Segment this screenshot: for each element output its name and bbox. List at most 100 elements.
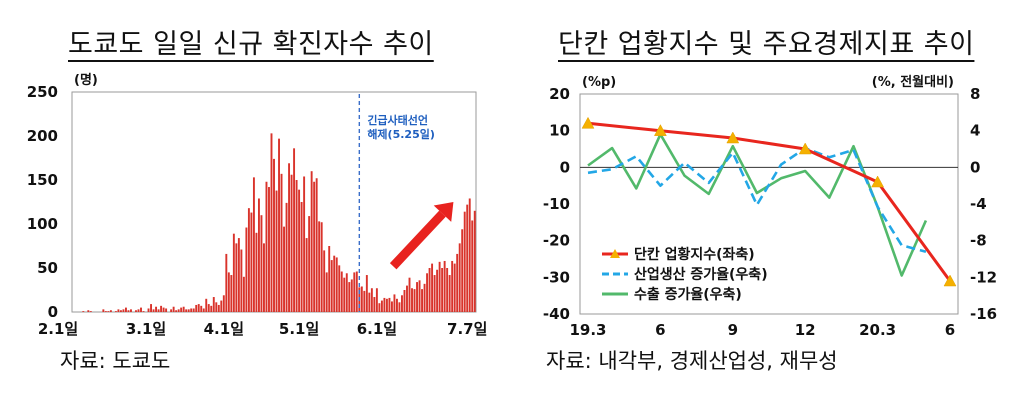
y-right-tick-label: -12	[970, 268, 997, 286]
bar	[416, 282, 418, 312]
y-tick-label: 50	[37, 259, 58, 277]
bar	[227, 272, 230, 312]
bar	[453, 263, 456, 312]
bar	[471, 220, 474, 312]
y-unit-label: (명)	[74, 72, 98, 88]
bar	[160, 305, 163, 312]
y-left-tick-label: -10	[543, 195, 570, 213]
y-left-tick-label: -20	[543, 232, 570, 250]
bar	[383, 297, 386, 312]
bar	[89, 311, 92, 312]
bar	[340, 271, 343, 312]
series-line	[587, 133, 928, 277]
bar	[162, 307, 165, 312]
bar	[421, 289, 424, 312]
bar	[283, 226, 285, 312]
bar	[82, 311, 85, 312]
bar	[140, 307, 142, 312]
bar	[345, 273, 348, 312]
bar	[217, 304, 220, 312]
bar	[431, 263, 434, 312]
bar	[458, 243, 461, 312]
bar	[255, 232, 258, 312]
bar	[461, 229, 464, 312]
y-left-tick-label: 0	[560, 158, 570, 176]
legend-marker	[610, 249, 620, 258]
y-right-tick-label: -8	[970, 232, 987, 250]
y-right-tick-label: -16	[970, 305, 997, 323]
x-tick-label: 9	[728, 321, 738, 339]
bar	[257, 198, 260, 312]
tankan-chart-panel: 단칸 업황지수 및 주요경제지표 추이 20 10 0 -10 -20 -30 -40 8 4 0…	[512, 0, 1024, 405]
x-tick-label: 4.1일	[204, 320, 244, 338]
bar	[335, 257, 338, 312]
bar	[210, 305, 213, 312]
bar	[104, 311, 107, 312]
bar	[247, 208, 250, 312]
bar	[200, 305, 203, 312]
bar	[360, 286, 363, 312]
bar	[348, 282, 351, 312]
bar	[137, 309, 140, 312]
bar	[157, 309, 160, 312]
x-tick-label: 3.1일	[126, 320, 166, 338]
bar	[288, 163, 291, 312]
annotation-line1: 긴급사태선언	[367, 113, 428, 127]
bar	[278, 138, 280, 312]
bar	[393, 294, 396, 312]
bar	[147, 308, 150, 312]
bar	[240, 249, 243, 312]
bar	[310, 171, 313, 312]
bar	[468, 198, 471, 312]
x-tick-label: 19.3	[569, 321, 606, 339]
bar	[290, 174, 293, 312]
bar	[466, 204, 469, 312]
bar	[388, 297, 391, 312]
bar	[423, 283, 426, 312]
bar	[368, 292, 371, 312]
y-tick-label: 0	[48, 303, 58, 321]
y-left-unit: (%p)	[582, 75, 616, 90]
bar	[436, 269, 439, 312]
bar	[403, 290, 406, 312]
bar	[142, 311, 145, 312]
bar	[125, 307, 127, 312]
bar	[185, 309, 188, 312]
bar	[150, 304, 152, 312]
bar	[232, 233, 235, 312]
bar	[268, 187, 270, 312]
x-tick-label: 6	[655, 321, 665, 339]
bar	[350, 279, 353, 312]
y-right-tick-label: -4	[970, 195, 987, 213]
bar	[122, 309, 125, 312]
bar	[365, 275, 368, 312]
legend-label: 단칸 업황지수(좌축)	[634, 246, 755, 263]
bar	[235, 243, 238, 312]
series-line	[587, 146, 927, 253]
x-tick-label: 6	[945, 321, 955, 339]
bar	[406, 285, 408, 312]
bar	[87, 310, 90, 312]
bar	[192, 308, 195, 312]
y-left-tick-label: -40	[543, 305, 570, 323]
bar	[438, 261, 441, 312]
bar	[398, 302, 401, 312]
covid-chart-panel: 도쿄도 일일 신규 확진자수 추이 0 50 100 150 200 250 (명) 2.1일…	[0, 0, 510, 405]
bar	[222, 295, 225, 312]
right-chart-source: 자료: 내각부, 경제산업성, 재무성	[546, 349, 838, 373]
tankan-line-chart: 20 10 0 -10 -20 -30 -40 8 4 0 -4 -8 -12 -16 (%p) (%, 전월…	[543, 74, 997, 339]
series-marker	[798, 142, 812, 155]
bar	[411, 288, 413, 312]
series-marker	[943, 274, 957, 287]
bar	[320, 222, 323, 312]
bar	[250, 212, 253, 312]
bar	[318, 221, 321, 312]
left-chart-source: 자료: 도쿄도	[60, 349, 171, 373]
series-marker	[871, 175, 885, 188]
bar	[323, 250, 326, 312]
bar	[473, 210, 476, 312]
bar	[325, 272, 328, 312]
y-right-tick-label: 8	[970, 85, 980, 103]
x-tick-label: 6.1일	[357, 320, 397, 338]
bar	[212, 297, 215, 312]
